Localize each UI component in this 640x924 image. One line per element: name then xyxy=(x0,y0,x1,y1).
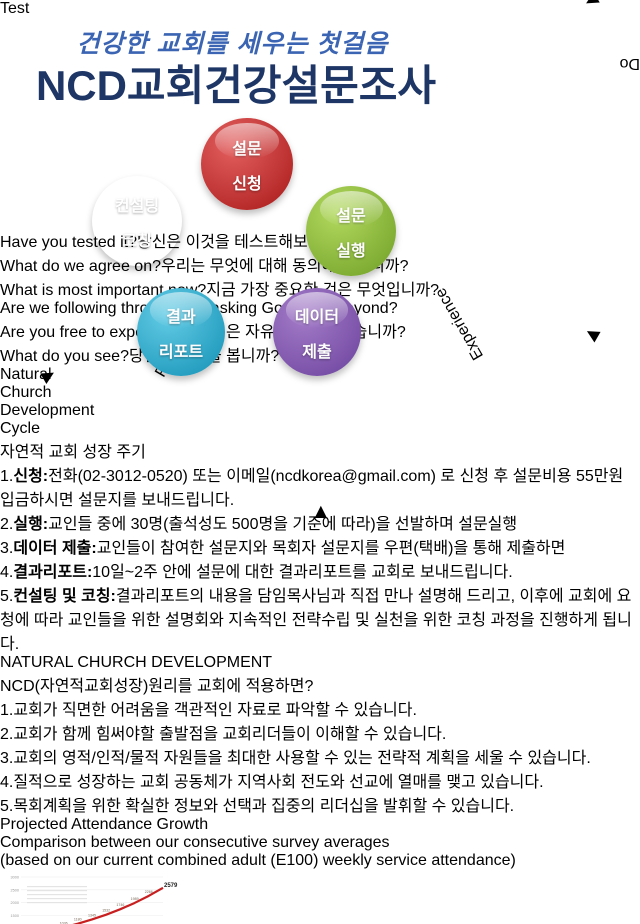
svg-text:1500: 1500 xyxy=(11,914,19,918)
svg-text:2500: 2500 xyxy=(11,888,19,892)
list-item: 2.실행:교인들 중에 30명(출석성도 500명을 기준에 따라)을 선발하며… xyxy=(0,516,518,533)
wheel-segment-test: Test xyxy=(0,0,30,17)
benefits-list: 1.교회가 직면한 어려움을 객관적인 자료로 파악할 수 있습니다. 2.교회… xyxy=(0,696,640,816)
svg-text:1532: 1532 xyxy=(102,909,110,913)
flow-step-coaching: 컨설팅 코칭 xyxy=(92,176,182,266)
ncd-section-heading: NATURAL CHURCH DEVELOPMENT NCD(자연적교회성장)원… xyxy=(0,654,640,696)
ncd-eyebrow: NATURAL CHURCH DEVELOPMENT xyxy=(0,654,273,671)
attendance-growth-plot: 050010001500200025003000T+1+2+3+4+5+6+7+… xyxy=(11,876,178,924)
flow-step-report: 결과 리포트 xyxy=(137,288,225,376)
list-item: 1.교회가 직면한 어려움을 객관적인 자료로 파악할 수 있습니다. xyxy=(0,702,417,719)
flow-step-submit-data: 데이터 제출 xyxy=(273,288,361,376)
wheel-arrow-icon: ▶ xyxy=(312,505,329,518)
survey-process-flow: 설문 신청 설문 실행 데이터 제출 결과 리포트 컨설팅 코칭 xyxy=(0,110,450,388)
chart-subtitle: Comparison between our consecutive surve… xyxy=(0,834,516,869)
process-step-list: 1.신청:전화(02-3012-0520) 또는 이메일(ncdkorea@gm… xyxy=(0,462,640,654)
svg-text:2000: 2000 xyxy=(11,901,19,905)
chart-title: Projected Attendance Growth xyxy=(0,816,209,833)
list-item: 5.목회계획을 위한 확실한 정보와 선택과 집중의 리더십을 발휘할 수 있습… xyxy=(0,798,515,815)
page-title: NCD교회건강설문조사 xyxy=(35,62,437,109)
flow-step-conduct: 설문 실행 xyxy=(306,186,396,276)
attendance-growth-chart: Projected Attendance Growth Comparison b… xyxy=(0,816,640,924)
tagline: 건강한 교회를 세우는 첫걸음 xyxy=(76,30,389,58)
svg-text:2579: 2579 xyxy=(164,883,178,889)
list-item: 2.교회가 함께 힘써야할 출발점을 교회리더들이 이해할 수 있습니다. xyxy=(0,726,447,743)
svg-text:2266: 2266 xyxy=(145,890,153,894)
svg-text:1989: 1989 xyxy=(131,897,139,901)
svg-text:1345: 1345 xyxy=(88,913,96,917)
list-item: 3.데이터 제출:교인들이 참여한 설문지와 목회자 설문지를 우편(택배)을 … xyxy=(0,540,566,557)
list-item: 1.신청:전화(02-3012-0520) 또는 이메일(ncdkorea@gm… xyxy=(0,468,624,509)
list-item: 4.결과리포트:10일~2주 안에 설문에 대한 결과리포트를 교회로 보내드립… xyxy=(0,564,513,581)
svg-text:1180: 1180 xyxy=(74,918,82,922)
ncd-question-heading: NCD(자연적교회성장)원리를 교회에 적용하면? xyxy=(0,678,314,695)
list-item: 3.교회의 영적/인적/물적 자원들을 최대한 사용할 수 있는 전략적 계획을… xyxy=(0,750,591,767)
wheel-segment-do: Do xyxy=(619,55,640,72)
list-item: 4.질적으로 성장하는 교회 공동체가 지역사회 전도와 선교에 열매를 맺고 … xyxy=(0,774,544,791)
svg-text:3000: 3000 xyxy=(11,876,19,880)
wheel-center-title: Natural Church Development Cycle 자연적 교회 성장… xyxy=(0,366,146,461)
flow-step-apply: 설문 신청 xyxy=(201,118,293,210)
svg-text:1036: 1036 xyxy=(60,921,68,924)
list-item: 5.컨설팅 및 코칭:결과리포트의 내용을 담임목사님과 직접 만나 설명해 드… xyxy=(0,588,632,653)
svg-text:1746: 1746 xyxy=(116,903,124,907)
